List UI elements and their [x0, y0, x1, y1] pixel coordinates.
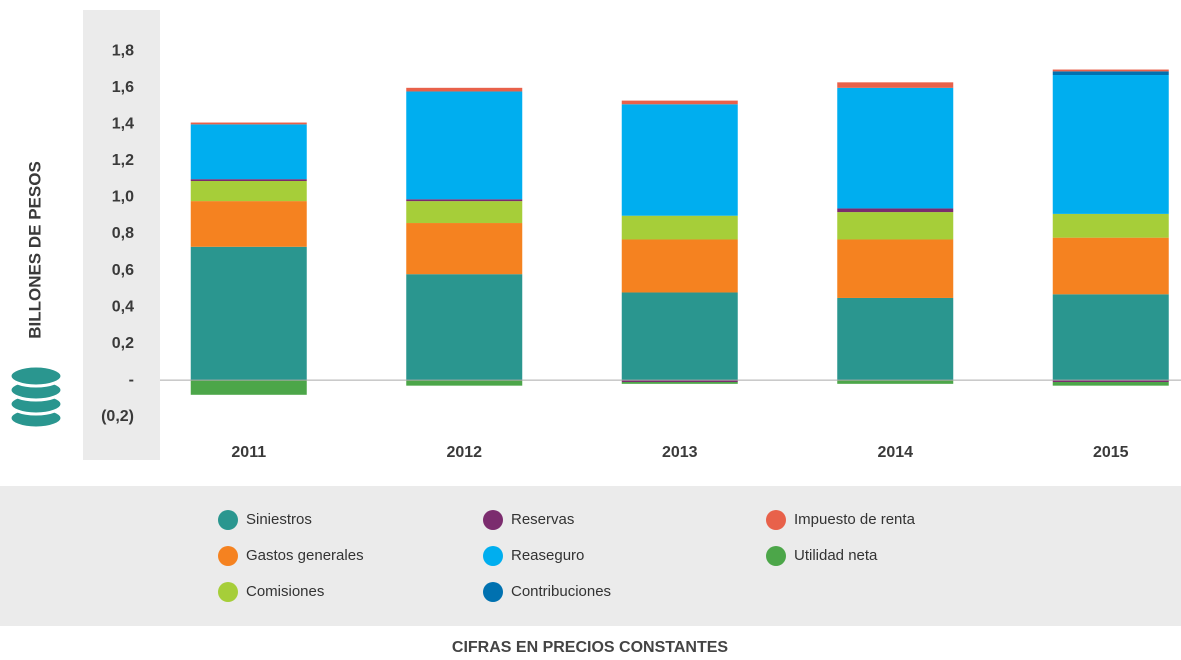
x-tick-label: 2015	[1093, 444, 1129, 461]
legend-label: Contribuciones	[511, 583, 611, 600]
legend-swatch	[766, 546, 786, 566]
legend-swatch	[218, 582, 238, 602]
y-tick-label: 1,6	[112, 79, 134, 96]
y-axis-label: BILLONES DE PESOS	[25, 161, 44, 339]
bar-segment	[621, 215, 738, 240]
bar-segment	[190, 201, 307, 247]
x-tick-label: 2013	[662, 444, 698, 461]
legend-swatch	[483, 510, 503, 530]
y-tick-label: (0,2)	[101, 408, 134, 425]
bar-segment	[190, 124, 307, 180]
legend-label: Gastos generales	[246, 547, 364, 564]
coin-icon	[8, 364, 64, 430]
footer: CIFRAS EN PRECIOS CONSTANTES	[452, 639, 729, 656]
bar-segment	[621, 292, 738, 381]
bar-segment	[1052, 237, 1169, 295]
y-tick-label: 0,2	[112, 335, 134, 352]
bar-segment	[406, 87, 523, 92]
legend-label: Utilidad neta	[794, 547, 878, 564]
legend-label: Siniestros	[246, 511, 312, 528]
bar-segment	[190, 122, 307, 125]
legend-swatch	[483, 582, 503, 602]
bar-segment	[621, 104, 738, 216]
bar-segment	[406, 274, 523, 381]
x-tick-label: 2014	[877, 444, 913, 461]
legend-swatch	[766, 510, 786, 530]
bar-segment	[1052, 69, 1169, 72]
bar-segment	[621, 100, 738, 105]
bar-segment	[406, 199, 523, 202]
bar-segment	[621, 382, 738, 384]
legend-swatch	[218, 510, 238, 530]
bar-segment	[837, 208, 954, 213]
bar-segment	[406, 201, 523, 224]
bar-segment	[1052, 380, 1169, 383]
legend-label: Impuesto de renta	[794, 511, 916, 528]
bar-segment	[1052, 213, 1169, 238]
bar-segment	[837, 212, 954, 240]
bar-segment	[406, 223, 523, 275]
legend-label: Reaseguro	[511, 547, 584, 564]
bar-segment	[1052, 382, 1169, 386]
y-tick-label: 0,4	[112, 298, 134, 315]
legend-panel	[0, 486, 1181, 626]
axis-panel	[83, 10, 160, 460]
y-tick-label: 1,0	[112, 189, 134, 206]
legend-swatch	[483, 546, 503, 566]
y-tick-label: -	[129, 371, 134, 388]
bar-segment	[837, 297, 954, 381]
bar-segment	[837, 380, 954, 384]
bar-segment	[190, 179, 307, 182]
bar-segment	[1052, 75, 1169, 214]
bar-segment	[190, 181, 307, 202]
bar-segment	[190, 380, 307, 395]
bar-segment	[406, 380, 523, 386]
bar-segment	[1052, 294, 1169, 381]
y-tick-label: 0,8	[112, 225, 134, 242]
x-tick-label: 2011	[231, 444, 266, 461]
legend-swatch	[218, 546, 238, 566]
legend-label: Reservas	[511, 511, 574, 528]
legend-label: Comisiones	[246, 583, 324, 600]
bar-segment	[190, 246, 307, 381]
bar-segment	[837, 87, 954, 209]
x-tick-label: 2012	[446, 444, 482, 461]
bar-segment	[837, 82, 954, 88]
bar-segment	[1052, 71, 1169, 76]
bar-segment	[621, 380, 738, 383]
y-tick-label: 0,6	[112, 262, 134, 279]
bar-segment	[621, 239, 738, 293]
bar-segment	[837, 239, 954, 298]
bar-segment	[406, 91, 523, 200]
y-tick-label: 1,8	[112, 42, 134, 59]
y-tick-label: 1,4	[112, 116, 134, 133]
y-tick-label: 1,2	[112, 152, 134, 169]
